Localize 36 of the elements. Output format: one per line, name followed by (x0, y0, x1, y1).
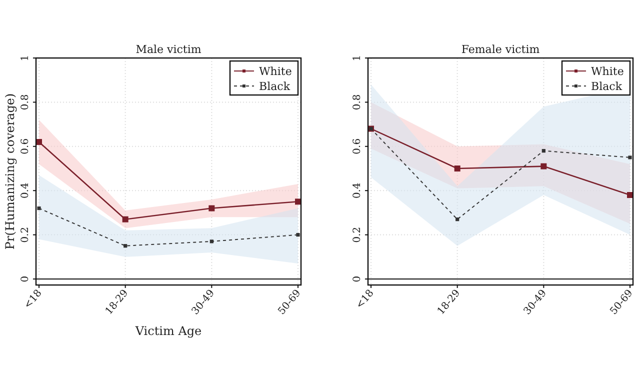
point (456, 218, 460, 222)
y-tick-label: 0 (352, 276, 363, 282)
chart-title: Female victim (461, 43, 540, 56)
point (454, 166, 460, 172)
y-axis-title: Pr(Humanizing coverage) (3, 93, 17, 250)
point (296, 233, 300, 237)
point (124, 244, 128, 248)
point (542, 149, 546, 153)
y-tick-label: 0.4 (20, 182, 31, 199)
y-tick-label: 1 (20, 54, 31, 62)
y-tick-label: 0.8 (352, 94, 363, 110)
point (210, 240, 214, 244)
chart-title: Male victim (136, 43, 202, 56)
point (295, 198, 301, 205)
point (122, 216, 128, 222)
legend-label: White (591, 65, 624, 78)
y-tick-label: 0.6 (352, 138, 363, 154)
x-axis-title: Victim Age (134, 324, 202, 338)
point (208, 205, 215, 212)
point (628, 156, 632, 160)
y-tick-label: 0.2 (352, 226, 363, 243)
legend-label: White (259, 65, 292, 78)
x-tick-label: <18 (354, 288, 376, 312)
legend-label: Black (591, 80, 622, 93)
y-tick-label: 0.6 (20, 138, 31, 154)
y-tick-label: 1 (352, 54, 363, 62)
y-tick-label: 0.2 (20, 226, 31, 243)
legend-label: Black (259, 80, 290, 93)
y-tick-label: 0 (20, 276, 31, 282)
x-tick-label: <18 (22, 288, 44, 312)
point (36, 138, 42, 145)
point (37, 206, 41, 210)
y-tick-label: 0.8 (20, 94, 31, 110)
y-tick-label: 0.4 (352, 182, 363, 199)
point (540, 163, 547, 170)
point (627, 192, 633, 198)
